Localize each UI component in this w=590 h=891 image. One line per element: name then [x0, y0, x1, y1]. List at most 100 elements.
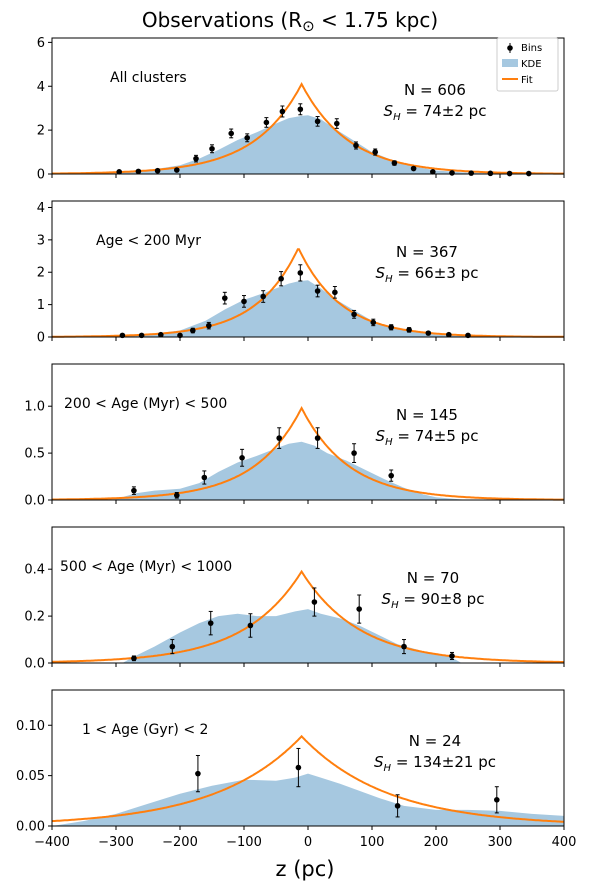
chart-title: Observations (R⊙ < 1.75 kpc) — [142, 8, 438, 35]
x-tick-label: −200 — [162, 835, 198, 850]
y-tick-label: 1 — [37, 298, 45, 313]
scale-height-label: SH = 66±3 pc — [376, 264, 479, 285]
y-tick-label: 0.2 — [24, 610, 45, 625]
bin-point — [131, 655, 137, 662]
bin-point — [332, 289, 338, 296]
n-count-label: N = 367 — [396, 243, 458, 261]
bin-point — [207, 620, 214, 626]
y-tick-label: 0.4 — [24, 563, 45, 578]
fit-line — [52, 569, 564, 663]
bin-point — [169, 643, 176, 650]
scale-height-label: SH = 74±5 pc — [376, 427, 479, 448]
bin-point — [193, 155, 199, 162]
scale-height-value: = 66±3 pc — [393, 264, 479, 282]
legend: Bins KDE Fit — [496, 37, 559, 92]
x-axis-label: z (pc) — [276, 857, 335, 881]
scale-height-subscript: H — [384, 763, 392, 774]
scale-height-value: = 90±8 pc — [399, 590, 485, 608]
panel-4: 0.0 0.2 0.4 500 < Age (Myr) < 1000 N = 70 SH … — [24, 526, 565, 672]
legend-kde-label: KDE — [521, 59, 542, 70]
bin-point — [494, 797, 500, 803]
kde-area — [52, 115, 564, 174]
bin-point — [135, 168, 142, 175]
bin-point — [391, 160, 398, 166]
bin-point — [430, 169, 436, 175]
bin-point — [297, 106, 304, 113]
scale-height-label: SH = 90±8 pc — [382, 590, 485, 611]
bin-point — [276, 435, 283, 441]
y-tick-label: 4 — [37, 80, 45, 95]
bin-point — [406, 327, 412, 333]
scale-height-label: SH = 134±21 pc — [374, 753, 496, 774]
y-tick-label: 0.0 — [24, 657, 45, 672]
bin-point — [190, 327, 196, 334]
bin-point — [131, 487, 137, 494]
bin-point — [206, 322, 212, 329]
scale-height-symbol: S — [376, 427, 386, 445]
legend-frame — [496, 37, 559, 92]
bin-point — [195, 770, 201, 777]
bin-point — [239, 454, 245, 461]
fit-line — [52, 248, 564, 338]
bin-point — [228, 130, 234, 137]
panel-2: 0 1 2 3 4 Age < 200 Myr N = 367 SH = 66±3 pc — [37, 200, 565, 346]
bin-point — [116, 169, 122, 175]
scale-height-label: SH = 74±2 pc — [384, 102, 487, 123]
bin-point — [263, 119, 270, 126]
n-count-label: N = 145 — [396, 406, 458, 424]
bin-point — [388, 472, 395, 479]
bin-point — [351, 311, 357, 318]
n-count-label: N = 606 — [404, 81, 466, 99]
x-tick-label: −100 — [226, 835, 262, 850]
sun-symbol: ⊙ — [302, 17, 315, 35]
scale-height-symbol: S — [374, 753, 384, 771]
bin-point — [244, 135, 250, 141]
legend-bins-marker — [507, 45, 513, 51]
scale-height-subscript: H — [385, 274, 393, 285]
bin-point — [370, 319, 377, 326]
legend-fit-label: Fit — [521, 75, 533, 86]
bin-point — [449, 170, 455, 176]
legend-bins-label: Bins — [521, 43, 542, 54]
x-tick-label: 200 — [424, 835, 449, 850]
x-tick-label: 0 — [304, 835, 312, 850]
x-axis: −400 −300 −200 −100 0 100 200 300 400 — [34, 835, 576, 850]
n-count-label: N = 24 — [409, 732, 461, 750]
bin-point — [279, 108, 286, 115]
y-tick-label: 4 — [37, 201, 45, 216]
scale-height-symbol: S — [376, 264, 386, 282]
y-tick-label: 3 — [37, 233, 45, 248]
y-tick-label: 0.10 — [16, 719, 45, 734]
scale-height-subscript: H — [391, 600, 399, 611]
scale-height-value: = 74±2 pc — [401, 102, 487, 120]
panel-3: 0.0 0.5 1.0 200 < Age (Myr) < 500 N = 145 SH … — [24, 363, 565, 509]
bin-point — [468, 170, 475, 176]
kde-area — [52, 441, 564, 500]
kde-area — [52, 609, 564, 663]
scale-height-value: = 74±5 pc — [393, 427, 479, 445]
bin-point — [297, 270, 304, 276]
bin-point — [158, 331, 164, 338]
y-tick-label: 0 — [37, 331, 45, 346]
y-tick-label: 0.00 — [16, 820, 45, 835]
bin-point — [314, 435, 321, 441]
bin-point — [314, 118, 321, 125]
bin-point — [209, 145, 215, 152]
legend-kde-swatch — [502, 59, 518, 67]
bin-point — [174, 492, 180, 499]
kde-area — [52, 773, 564, 826]
y-tick-label: 0.05 — [16, 769, 45, 784]
bin-point — [446, 331, 452, 338]
panel-1: 0 2 4 6 All clusters N = 606 SH = 74±2 pc — [37, 36, 565, 183]
panel-label: 1 < Age (Gyr) < 2 — [82, 722, 208, 738]
bin-point — [260, 293, 267, 300]
y-tick-label: 1.0 — [24, 400, 45, 415]
fit-line — [52, 406, 564, 501]
bin-point — [314, 288, 321, 294]
bin-point — [295, 764, 302, 771]
panel-5: 0.00 0.05 0.10 1 < Age (Gyr) < 2 N = 24 SH = … — [16, 689, 565, 835]
panel-label: All clusters — [110, 70, 187, 86]
bin-point — [356, 606, 363, 612]
y-tick-label: 6 — [37, 36, 45, 51]
